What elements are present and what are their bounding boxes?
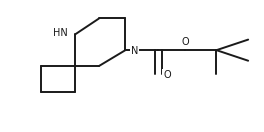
Text: O: O xyxy=(163,70,171,80)
Text: O: O xyxy=(182,37,189,47)
Text: HN: HN xyxy=(53,28,68,38)
Text: N: N xyxy=(131,46,138,56)
